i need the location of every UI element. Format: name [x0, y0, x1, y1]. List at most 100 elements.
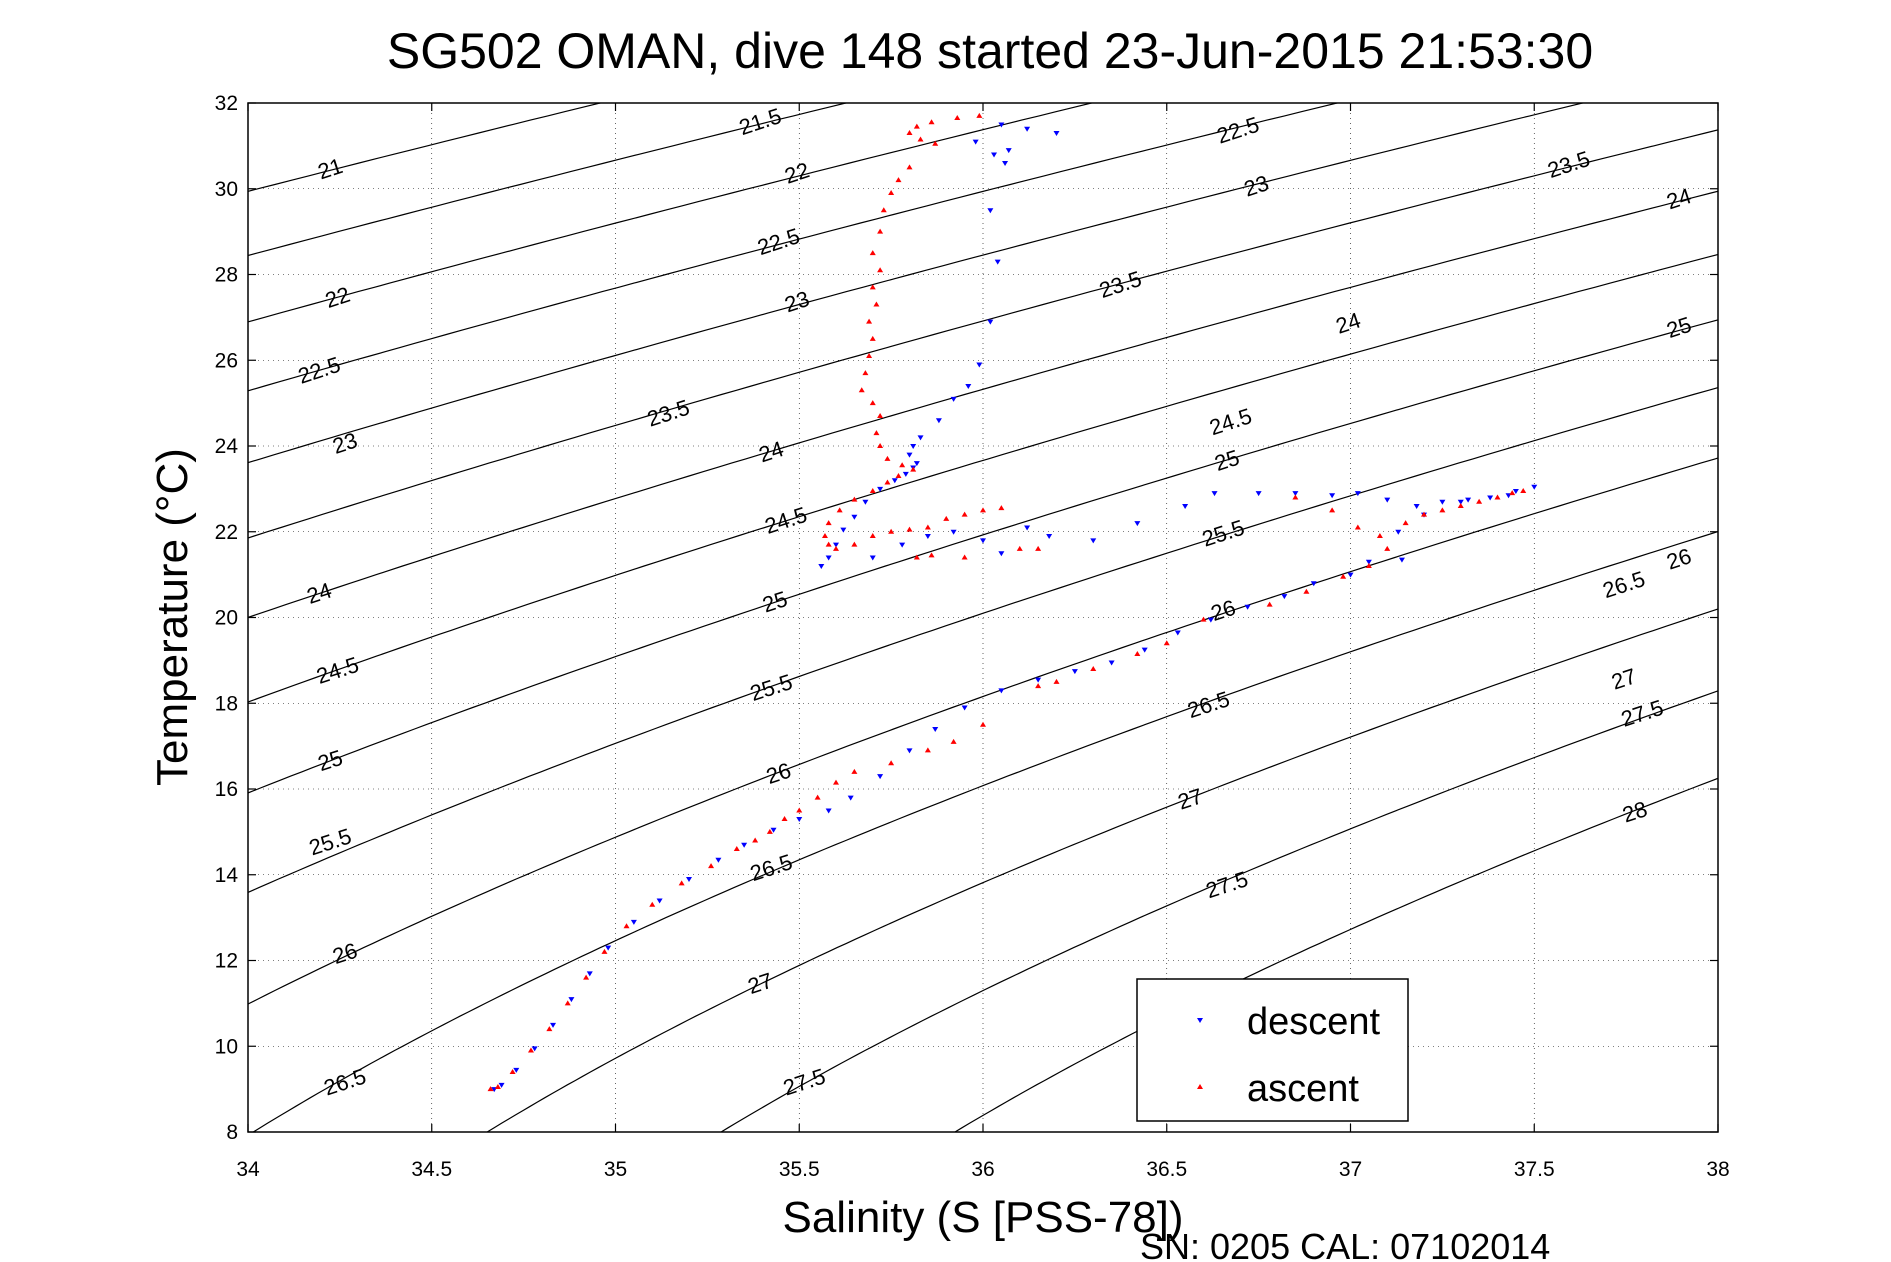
ascent-point — [961, 511, 968, 517]
serial-calibration-text: SN: 0205 CAL: 07102014 — [1140, 1226, 1550, 1262]
ascent-point — [888, 528, 895, 534]
legend-descent-label: descent — [1247, 1001, 1381, 1043]
descent-point — [656, 898, 663, 904]
descent-point — [1024, 126, 1031, 132]
descent-point — [976, 362, 983, 368]
ascent-point — [913, 123, 920, 129]
y-axis-label: Temperature (°C) — [148, 448, 197, 786]
descent-point — [605, 945, 612, 951]
legend-box — [1136, 978, 1409, 1122]
ascent-point — [1163, 640, 1170, 646]
y-tick-label: 12 — [215, 950, 238, 973]
descent-point — [1281, 594, 1288, 600]
isopycnal-line — [248, 190, 1718, 619]
descent-point — [1465, 497, 1472, 503]
descent-point — [998, 551, 1005, 557]
descent-point — [902, 471, 909, 477]
ascent-point — [869, 488, 876, 494]
ascent-point — [1090, 665, 1097, 671]
ascent-point — [924, 747, 931, 753]
isopycnal-line — [953, 777, 1718, 1132]
descent-point — [950, 396, 957, 402]
ascent-point — [833, 779, 839, 785]
descent-point — [825, 808, 832, 814]
ascent-point — [1476, 498, 1483, 504]
ascent-point — [961, 554, 968, 560]
x-tick-label: 34 — [236, 1158, 260, 1181]
descent-point — [1174, 630, 1181, 636]
descent-point — [1071, 669, 1078, 675]
ascent-point — [601, 948, 608, 954]
descent-point — [991, 152, 998, 158]
grid — [248, 103, 1718, 1132]
descent-point — [950, 529, 957, 535]
descent-point — [917, 435, 924, 441]
ascent-point — [910, 466, 917, 472]
isopycnal-line — [248, 386, 1718, 894]
ascent-point — [1340, 573, 1347, 579]
isopycnal-line — [248, 129, 1718, 539]
ascent-point — [884, 479, 891, 485]
ascent-point — [917, 136, 924, 142]
ascent-point — [708, 863, 715, 869]
descent-point — [1329, 493, 1336, 499]
descent-point — [1398, 557, 1405, 563]
y-tick-label: 10 — [215, 1035, 238, 1058]
chart-title: SG502 OMAN, dive 148 started 23-Jun-2015… — [387, 23, 1593, 79]
ascent-point — [877, 412, 884, 418]
ascent-point — [649, 901, 656, 907]
descent-point — [935, 418, 942, 424]
descent-point — [833, 542, 839, 548]
y-tick-label: 18 — [215, 692, 238, 715]
y-tick-label: 28 — [215, 264, 238, 287]
ascent-point — [906, 130, 913, 136]
ascent-point — [980, 721, 986, 727]
isopycnal-line — [719, 690, 1718, 1132]
x-axis-ticks: 34 34.5 35 35.5 36 36.5 37 37.5 38 — [236, 103, 1730, 1181]
descent-point — [1002, 161, 1009, 167]
ascent-point — [796, 807, 803, 813]
ascent-point — [888, 760, 895, 766]
ascent-point — [814, 794, 821, 800]
descent-point — [1487, 495, 1494, 501]
ascent-point — [1520, 488, 1527, 494]
descent-point — [770, 827, 777, 833]
ascent-point — [869, 335, 876, 341]
isopycnal-line — [248, 253, 1718, 703]
descent-point — [1035, 677, 1042, 683]
ascent-point — [869, 250, 876, 256]
ascent-point — [851, 768, 858, 774]
ascent-point — [1494, 494, 1501, 500]
descent-point — [847, 795, 854, 801]
ascent-point — [895, 177, 902, 183]
y-tick-label: 32 — [215, 92, 238, 115]
descent-point — [906, 748, 913, 754]
ascent-point — [880, 207, 887, 213]
ascent-point — [1509, 490, 1516, 496]
ascent-point — [564, 1000, 571, 1006]
x-tick-label: 36 — [971, 1158, 994, 1181]
descent-point — [498, 1082, 505, 1088]
descent-point — [906, 452, 913, 458]
ascent-point — [833, 545, 839, 551]
ascent-point — [487, 1086, 494, 1092]
descent-point — [513, 1067, 520, 1073]
descent-point — [1384, 497, 1391, 503]
descent-point — [869, 555, 876, 561]
descent-point — [1182, 504, 1189, 510]
ascent-point — [877, 443, 884, 448]
ascent-point — [836, 507, 843, 513]
descent-point — [1255, 491, 1262, 497]
ascent-point — [1365, 563, 1372, 569]
descent-point — [998, 688, 1005, 694]
descent-point — [961, 705, 968, 711]
ascent-point — [869, 400, 876, 406]
descent-point — [1310, 581, 1317, 587]
ascent-point — [1035, 683, 1042, 689]
descent-point — [1354, 491, 1361, 497]
x-tick-label: 35 — [604, 1158, 627, 1181]
ascent-point — [980, 507, 986, 513]
descent-point — [965, 383, 972, 389]
descent-point — [1413, 504, 1420, 510]
ascent-point — [1421, 511, 1427, 517]
